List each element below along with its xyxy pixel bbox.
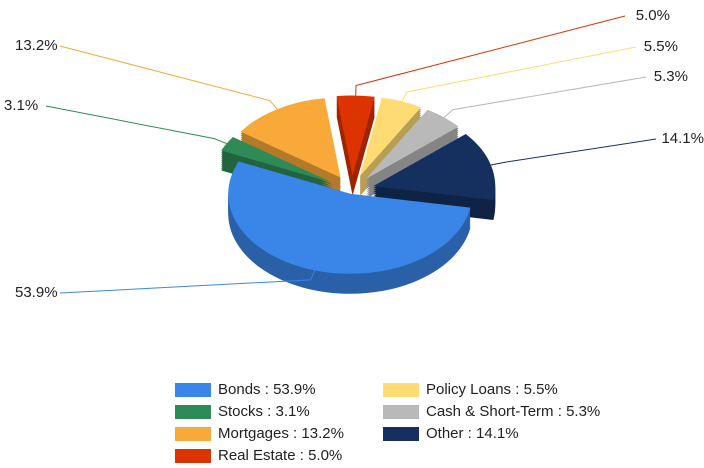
- legend-name: Stocks: [218, 403, 263, 420]
- slice: [221, 136, 333, 183]
- data-label: 13.2%: [15, 37, 58, 54]
- data-label: 53.9%: [15, 284, 58, 301]
- slice: [240, 98, 341, 178]
- legend-separator: :: [263, 403, 276, 420]
- leader-line: [45, 105, 227, 145]
- data-label: 5.3%: [654, 68, 688, 85]
- leader-line: [355, 15, 626, 96]
- legend-value: 53.9%: [273, 381, 316, 398]
- legend-label: Bonds : 53.9%: [218, 381, 316, 398]
- legend-swatch: [383, 405, 419, 419]
- slice: [373, 133, 496, 201]
- leader-line: [59, 270, 316, 294]
- leader-line: [443, 76, 647, 118]
- data-label: 3.1%: [4, 97, 38, 114]
- legend-swatch: [175, 405, 211, 419]
- legend-name: Policy Loans: [426, 381, 511, 398]
- legend-swatch: [383, 383, 419, 397]
- legend-value: 5.0%: [308, 447, 342, 464]
- slice: [336, 95, 375, 176]
- legend-value: 3.1%: [276, 403, 310, 420]
- legend-label: Mortgages : 13.2%: [218, 425, 344, 442]
- legend-value: 13.2%: [301, 425, 344, 442]
- leader-line: [59, 45, 278, 110]
- slice: [366, 109, 459, 179]
- legend-name: Mortgages: [218, 425, 289, 442]
- legend-name: Other: [426, 425, 464, 442]
- legend-label: Policy Loans : 5.5%: [426, 381, 558, 398]
- legend-label: Stocks : 3.1%: [218, 403, 310, 420]
- legend-separator: :: [296, 447, 309, 464]
- legend-label: Cash & Short-Term : 5.3%: [426, 403, 600, 420]
- legend-separator: :: [511, 381, 524, 398]
- legend-name: Bonds: [218, 381, 261, 398]
- legend-label: Real Estate : 5.0%: [218, 447, 342, 464]
- legend-separator: :: [289, 425, 302, 442]
- legend-separator: :: [261, 381, 274, 398]
- legend-name: Cash & Short-Term: [426, 403, 554, 420]
- legend-swatch: [383, 427, 419, 441]
- legend-swatch: [175, 449, 211, 463]
- legend-name: Real Estate: [218, 447, 296, 464]
- legend-value: 5.3%: [566, 403, 600, 420]
- slice: [228, 161, 471, 274]
- data-label: 5.5%: [644, 38, 678, 55]
- legend-label: Other : 14.1%: [426, 425, 519, 442]
- legend-swatch: [175, 383, 211, 397]
- data-label: 5.0%: [636, 7, 670, 24]
- leader-line: [401, 46, 637, 102]
- slice: [359, 97, 422, 177]
- legend-separator: :: [464, 425, 477, 442]
- legend-separator: :: [554, 403, 567, 420]
- legend-swatch: [175, 427, 211, 441]
- leader-line: [490, 138, 657, 166]
- data-label: 14.1%: [661, 130, 704, 147]
- legend-value: 5.5%: [524, 381, 558, 398]
- legend-value: 14.1%: [476, 425, 519, 442]
